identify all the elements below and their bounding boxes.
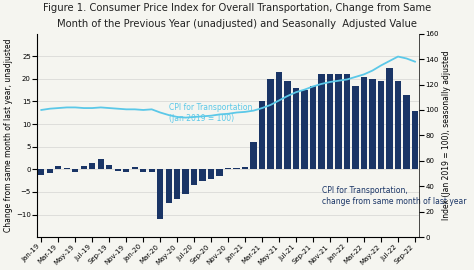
Bar: [225, 168, 231, 169]
Bar: [165, 169, 172, 203]
Bar: [369, 79, 376, 169]
Bar: [242, 167, 248, 169]
Bar: [217, 169, 223, 176]
Bar: [293, 88, 299, 169]
Bar: [38, 169, 45, 175]
Bar: [361, 77, 367, 169]
Bar: [403, 95, 410, 169]
Bar: [395, 81, 401, 169]
Text: CPI for Transportation,
change from same month of last year: CPI for Transportation, change from same…: [321, 186, 466, 207]
Bar: [200, 169, 206, 181]
Text: CPI for Transportation
(Jan 2019 = 100): CPI for Transportation (Jan 2019 = 100): [169, 103, 252, 123]
Bar: [191, 169, 197, 185]
Bar: [140, 169, 146, 171]
Bar: [301, 90, 308, 169]
Bar: [335, 74, 342, 169]
Y-axis label: Index (Jan 2019 = 100), seasonally adjusted: Index (Jan 2019 = 100), seasonally adjus…: [442, 50, 451, 220]
Bar: [81, 166, 87, 169]
Bar: [148, 169, 155, 171]
Bar: [378, 81, 384, 169]
Bar: [259, 102, 265, 169]
Bar: [115, 169, 121, 171]
Bar: [106, 165, 112, 169]
Bar: [310, 86, 316, 169]
Bar: [72, 169, 79, 171]
Bar: [132, 167, 138, 169]
Bar: [284, 81, 291, 169]
Bar: [352, 86, 359, 169]
Bar: [327, 74, 333, 169]
Bar: [174, 169, 181, 199]
Text: Figure 1. Consumer Price Index for Overall Transportation, Change from Same: Figure 1. Consumer Price Index for Overa…: [43, 3, 431, 13]
Bar: [234, 168, 240, 169]
Bar: [250, 142, 257, 169]
Text: Month of the Previous Year (unadjusted) and Seasonally  Adjusted Value: Month of the Previous Year (unadjusted) …: [57, 19, 417, 29]
Bar: [157, 169, 164, 219]
Bar: [182, 169, 189, 194]
Bar: [123, 169, 129, 171]
Bar: [412, 110, 418, 169]
Bar: [386, 68, 392, 169]
Bar: [89, 163, 95, 169]
Y-axis label: Change from same month of last year, unadjusted: Change from same month of last year, una…: [4, 39, 13, 232]
Bar: [64, 168, 70, 169]
Bar: [319, 74, 325, 169]
Bar: [208, 169, 214, 179]
Bar: [276, 72, 283, 169]
Bar: [55, 166, 62, 169]
Bar: [46, 169, 53, 173]
Bar: [344, 74, 350, 169]
Bar: [267, 79, 274, 169]
Bar: [98, 159, 104, 169]
